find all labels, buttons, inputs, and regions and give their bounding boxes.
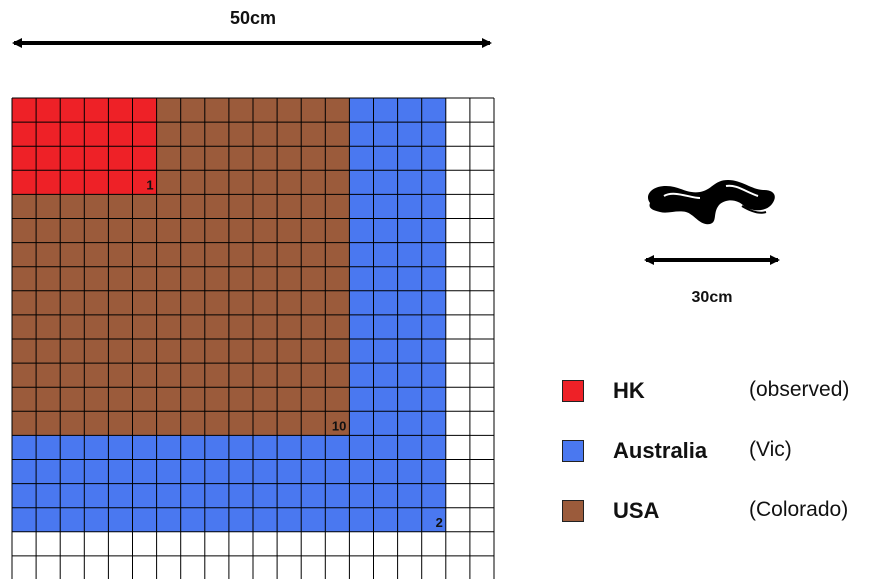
grid: 1 10 2	[11, 97, 495, 579]
legend-detail: (Colorado)	[749, 498, 849, 521]
legend: HK (observed) Australia (Vic) USA (Color…	[562, 376, 878, 556]
width-label: 50cm	[230, 8, 276, 28]
snake-icon	[647, 180, 775, 225]
legend-detail: (observed)	[749, 378, 850, 401]
grid-lines	[11, 97, 495, 579]
legend-swatch-australia	[562, 440, 584, 462]
legend-swatch-hk	[562, 380, 584, 402]
legend-item-usa: USA (Colorado)	[562, 496, 878, 556]
legend-swatch-usa	[562, 500, 584, 522]
cell-marker: 2	[436, 515, 443, 530]
cell-marker: 10	[332, 418, 346, 433]
legend-detail: (Vic)	[749, 438, 792, 461]
legend-item-australia: Australia (Vic)	[562, 436, 878, 496]
legend-name: HK	[613, 378, 645, 403]
legend-item-hk: HK (observed)	[562, 376, 878, 436]
legend-name: USA	[613, 498, 660, 523]
cell-marker: 1	[146, 177, 153, 192]
legend-name: Australia	[613, 438, 708, 463]
snake-length-label: 30cm	[692, 289, 733, 306]
